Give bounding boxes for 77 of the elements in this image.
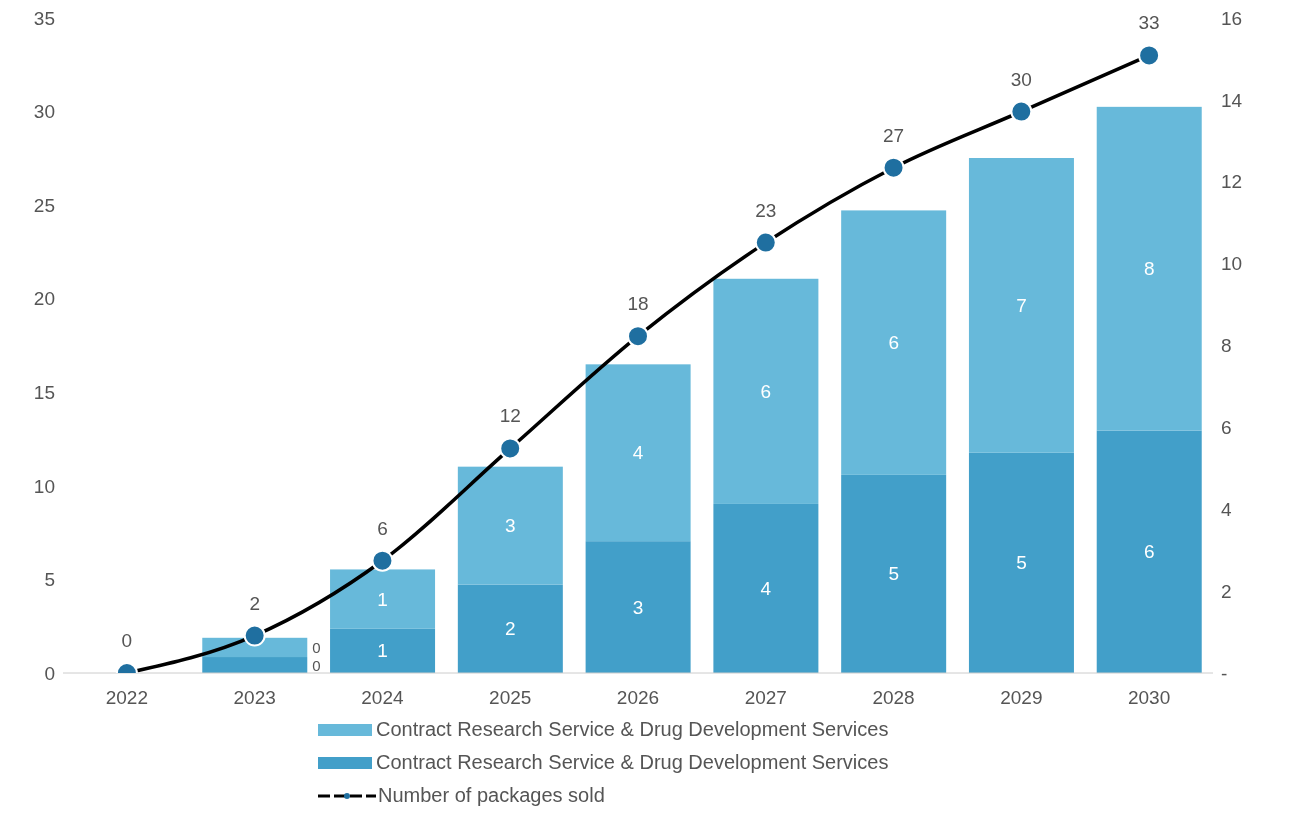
y-tick-label: 5 xyxy=(44,569,55,591)
y2-tick-label: 2 xyxy=(1221,580,1232,602)
legend-label: Contract Research Service & Drug Development Services xyxy=(376,718,889,741)
bar xyxy=(841,210,947,475)
bar xyxy=(457,466,563,585)
data-label: 12 xyxy=(499,405,521,427)
bar xyxy=(202,657,308,673)
data-label: 0 xyxy=(121,630,133,651)
bar xyxy=(968,452,1074,673)
point xyxy=(627,325,649,348)
legend-label: Number of packages sold xyxy=(378,784,605,807)
x-tick-label: 2022 xyxy=(105,687,149,709)
bar xyxy=(713,503,819,673)
y2-tick-label: 4 xyxy=(1221,498,1232,520)
y-tick-label: 10 xyxy=(33,475,55,497)
data-label: 30 xyxy=(1010,68,1032,90)
point xyxy=(882,156,905,179)
data-label: 7 xyxy=(1016,294,1027,316)
bar xyxy=(1096,106,1202,431)
y-tick-label: 20 xyxy=(33,288,55,310)
data-label: 4 xyxy=(632,442,644,464)
point xyxy=(1010,100,1033,123)
y2-tick-label: 10 xyxy=(1221,253,1243,275)
x-tick-label: 2029 xyxy=(1000,687,1043,709)
point xyxy=(499,437,522,460)
x-tick-label: 2030 xyxy=(1127,687,1171,709)
data-label: 1 xyxy=(377,640,388,662)
y-tick-label: 0 xyxy=(44,662,55,684)
bar xyxy=(457,584,563,673)
data-label: 23 xyxy=(755,199,777,221)
y-tick-label: 15 xyxy=(33,382,55,404)
x-tick-label: 2028 xyxy=(872,687,915,709)
bar xyxy=(330,628,436,673)
data-label: 0 xyxy=(312,638,321,656)
x-tick-label: 2027 xyxy=(744,687,787,709)
data-label: 6 xyxy=(760,380,772,402)
data-label: 8 xyxy=(1143,258,1155,280)
y2-tick-label: - xyxy=(1221,662,1228,684)
data-label: 6 xyxy=(377,517,388,539)
bar xyxy=(968,158,1074,453)
data-label: 5 xyxy=(1016,552,1027,574)
bar xyxy=(1096,430,1202,673)
data-label: 4 xyxy=(760,577,772,599)
y-tick-label: 25 xyxy=(33,194,55,216)
data-label: 2 xyxy=(249,592,260,614)
point xyxy=(754,231,777,254)
bar xyxy=(585,541,691,673)
data-label: 2 xyxy=(505,618,516,640)
data-label: 6 xyxy=(1143,541,1155,563)
y2-tick-label: 6 xyxy=(1221,417,1232,439)
bar xyxy=(713,278,819,504)
x-tick-label: 2024 xyxy=(361,687,404,709)
y2-tick-label: 12 xyxy=(1221,171,1243,193)
data-label: 27 xyxy=(882,124,905,146)
bar xyxy=(330,569,436,629)
x-tick-label: 2026 xyxy=(616,687,660,709)
point xyxy=(243,624,266,647)
point xyxy=(1138,44,1161,67)
y-tick-label: 35 xyxy=(33,7,55,29)
y2-tick-label: 16 xyxy=(1221,7,1243,29)
data-label: 18 xyxy=(627,293,649,315)
data-label: 33 xyxy=(1138,12,1160,34)
data-label: 1 xyxy=(377,588,388,610)
bar xyxy=(585,364,691,542)
point xyxy=(371,549,394,572)
data-label: 6 xyxy=(888,332,899,354)
x-tick-label: 2025 xyxy=(489,687,532,709)
legend-label: Contract Research Service & Drug Development Services xyxy=(376,751,889,774)
x-tick-label: 2023 xyxy=(233,687,276,709)
bar xyxy=(841,474,947,673)
data-label: 5 xyxy=(888,563,899,585)
y2-tick-label: 8 xyxy=(1221,335,1232,357)
data-label: 3 xyxy=(505,515,516,537)
data-label: 0 xyxy=(312,656,321,674)
data-label: 3 xyxy=(632,596,644,618)
y-tick-label: 30 xyxy=(33,101,55,123)
y2-tick-label: 14 xyxy=(1221,89,1243,111)
